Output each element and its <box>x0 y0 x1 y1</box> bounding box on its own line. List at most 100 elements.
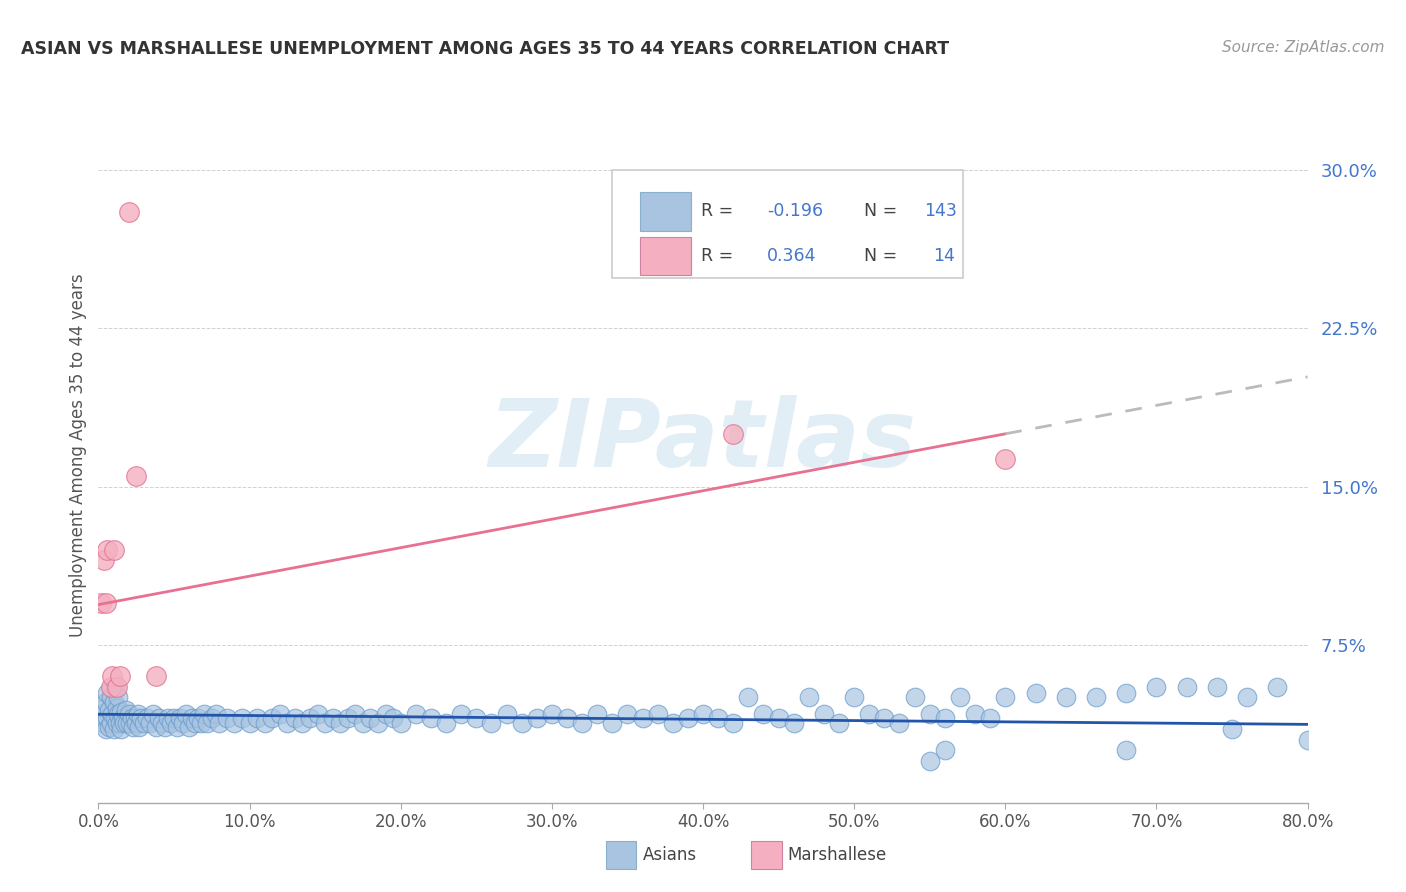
Point <box>858 707 880 722</box>
Point <box>135 711 157 725</box>
Point <box>129 711 152 725</box>
Text: -0.196: -0.196 <box>768 202 823 220</box>
Point <box>367 715 389 730</box>
Point <box>160 715 183 730</box>
Point <box>405 707 427 722</box>
FancyBboxPatch shape <box>640 193 690 231</box>
Point <box>190 715 212 730</box>
Point <box>103 542 125 557</box>
Point <box>1054 690 1077 705</box>
Point <box>94 722 117 736</box>
Point <box>103 722 125 736</box>
Point <box>96 686 118 700</box>
Point <box>90 707 112 722</box>
Point <box>187 711 209 725</box>
Point <box>1236 690 1258 705</box>
Text: 143: 143 <box>924 202 957 220</box>
Point <box>184 715 207 730</box>
Point <box>90 595 112 609</box>
Point <box>111 711 134 725</box>
Text: 14: 14 <box>932 247 955 265</box>
Point <box>979 711 1001 725</box>
Point <box>105 715 128 730</box>
Point <box>918 754 941 768</box>
Point <box>752 707 775 722</box>
Text: R =: R = <box>700 247 738 265</box>
Point <box>481 715 503 730</box>
Point <box>299 711 322 725</box>
Point <box>93 553 115 567</box>
Point <box>602 715 624 730</box>
Point <box>127 707 149 722</box>
Point <box>1220 722 1243 736</box>
Point <box>148 711 170 725</box>
Point <box>631 711 654 725</box>
Point <box>101 669 124 683</box>
Point <box>465 711 488 725</box>
Point <box>122 720 145 734</box>
Point <box>100 680 122 694</box>
Point <box>108 669 131 683</box>
Point <box>797 690 820 705</box>
Point <box>707 711 730 725</box>
Point <box>105 701 128 715</box>
Point <box>100 690 122 705</box>
Point <box>128 720 150 734</box>
Text: Marshallese: Marshallese <box>787 846 887 864</box>
Point <box>193 707 215 722</box>
Point <box>389 715 412 730</box>
Point <box>253 715 276 730</box>
Point <box>284 711 307 725</box>
Point <box>526 711 548 725</box>
Text: N =: N = <box>863 202 903 220</box>
Point <box>215 711 238 725</box>
Point <box>949 690 972 705</box>
Point <box>965 707 987 722</box>
Point <box>181 711 204 725</box>
Point <box>104 680 127 694</box>
Point <box>918 707 941 722</box>
Point <box>94 695 117 709</box>
Point <box>104 711 127 725</box>
Point <box>495 707 517 722</box>
Point <box>101 707 124 722</box>
Point <box>723 426 745 441</box>
Point <box>269 707 291 722</box>
Point <box>118 205 141 219</box>
Point <box>108 715 131 730</box>
Point <box>121 711 143 725</box>
Point <box>586 707 609 722</box>
Point <box>616 707 638 722</box>
Point <box>934 743 956 757</box>
Point <box>166 720 188 734</box>
Point <box>201 711 224 725</box>
Point <box>96 542 118 557</box>
Point <box>1115 686 1137 700</box>
Point <box>153 720 176 734</box>
Point <box>336 711 359 725</box>
Point <box>1206 680 1229 694</box>
Point <box>100 715 122 730</box>
Point <box>125 469 148 483</box>
FancyBboxPatch shape <box>613 169 963 277</box>
Point <box>692 707 714 722</box>
Text: Source: ZipAtlas.com: Source: ZipAtlas.com <box>1222 40 1385 55</box>
Text: 0.364: 0.364 <box>768 247 817 265</box>
Point <box>904 690 927 705</box>
Point <box>139 715 162 730</box>
Point <box>103 695 125 709</box>
Point <box>205 707 228 722</box>
Point <box>150 715 173 730</box>
Text: N =: N = <box>863 247 903 265</box>
Point <box>132 715 155 730</box>
Point <box>262 711 284 725</box>
FancyBboxPatch shape <box>606 841 637 869</box>
Text: ZIPatlas: ZIPatlas <box>489 395 917 487</box>
Point <box>322 711 344 725</box>
Point <box>540 707 562 722</box>
Point <box>124 711 146 725</box>
Point <box>179 720 201 734</box>
Point <box>828 715 851 730</box>
Point <box>246 711 269 725</box>
Point <box>571 715 593 730</box>
